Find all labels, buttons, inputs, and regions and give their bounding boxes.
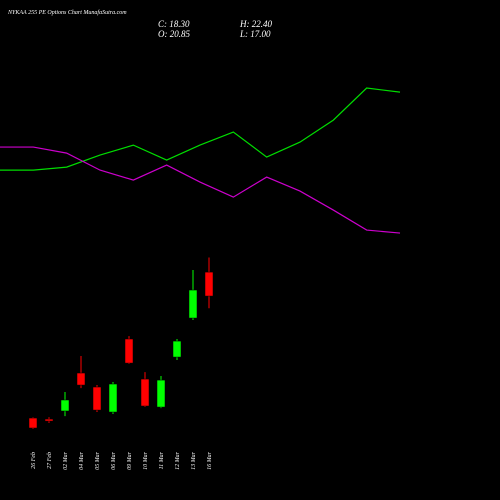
x-tick-label: 26 Feb [31,452,37,469]
x-tick-label: 10 Mar [143,451,149,469]
candle-body [156,379,166,408]
x-tick-label: 09 Mar [127,451,133,469]
x-tick-label: 16 Mar [207,451,213,469]
ohlc-label: C: 18.30 [158,19,190,29]
x-tick-label: 13 Mar [191,451,197,469]
ohlc-label: H: 22.40 [239,19,272,29]
candle-body [204,271,214,297]
x-tick-label: 02 Mar [63,451,69,469]
candle-body [44,418,54,422]
candle-body [124,338,134,364]
ohlc-label: L: 17.00 [239,29,271,39]
candle-body [140,378,150,407]
x-tick-label: 06 Mar [111,451,117,469]
candle-body [188,289,198,319]
candle-body [60,399,70,412]
line-series [0,146,401,234]
candle-body [108,383,118,413]
ohlc-label: O: 20.85 [158,29,190,39]
x-tick-label: 04 Mar [78,451,85,469]
candle-body [28,417,38,429]
candle-body [92,386,102,411]
x-tick-label: 12 Mar [175,451,181,469]
candle-body [172,340,182,358]
x-tick-label: 27 Feb [47,452,53,469]
line-series [0,87,401,171]
chart-title: NYKAA 255 PE Options Chart MunafaSutra.c… [7,9,127,16]
x-tick-label: 11 Mar [159,451,165,469]
x-tick-label: 05 Mar [95,451,101,469]
candle-body [76,372,86,386]
